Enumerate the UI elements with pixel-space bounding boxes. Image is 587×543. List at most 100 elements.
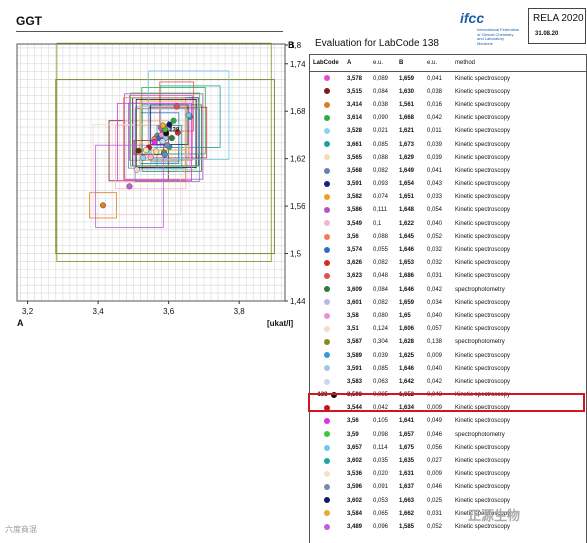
color-dot-icon (324, 339, 330, 346)
labcode-cell (310, 362, 344, 375)
eu-a-cell: 0,091 (373, 484, 389, 491)
b-value-cell: 1,649 (399, 167, 415, 174)
eu-a-cell: 0,1 (373, 220, 382, 227)
table-row: 3,582 0,074 1,651 0,033 Kinetic spectroscopy (310, 191, 586, 204)
data-point (151, 139, 158, 146)
a-value-cell: 3,593 (347, 392, 363, 399)
y-tick-label: 1,8 (290, 41, 302, 50)
a-value-cell: 3,582 (347, 194, 363, 201)
data-point (166, 121, 173, 128)
color-dot-icon (324, 299, 330, 306)
labcode-cell (310, 296, 344, 309)
table-row: 3,601 0,082 1,659 0,034 Kinetic spectroscopy (310, 296, 586, 309)
b-value-cell: 1,631 (399, 471, 415, 478)
data-point (168, 135, 175, 142)
a-value-cell: 3,589 (347, 352, 363, 359)
labcode-cell (310, 415, 344, 428)
table-row: 3,578 0,089 1,659 0,041 Kinetic spectroscopy (310, 72, 586, 86)
error-box (124, 120, 188, 183)
color-dot-icon (324, 128, 330, 135)
eu-a-cell: 0,098 (373, 431, 389, 438)
a-value-cell: 3,586 (347, 207, 363, 214)
ifcc-logo: ifcc International Federation of Clinica… (455, 10, 525, 46)
method-cell: spectrophotometry (455, 286, 505, 293)
y-tick-label: 1,74 (290, 60, 305, 69)
color-dot-icon (324, 75, 330, 82)
eu-a-cell: 0,085 (373, 141, 389, 148)
eu-b-cell: 0,033 (427, 194, 443, 201)
eu-a-cell: 0,038 (373, 101, 389, 108)
b-value-cell: 1,641 (399, 418, 415, 425)
color-dot-icon (324, 470, 330, 477)
b-value-cell: 1,668 (399, 115, 415, 122)
eu-b-cell: 0,043 (427, 181, 443, 188)
color-dot-icon (324, 88, 330, 95)
table-row: 3,549 0,1 1,622 0,040 Kinetic spectroscopy (310, 217, 586, 230)
data-point (100, 202, 107, 209)
x-axis-label: A (17, 318, 24, 328)
data-point (140, 154, 147, 161)
a-value-cell: 3,596 (347, 484, 363, 491)
color-dot-icon (324, 431, 330, 438)
labcode-cell (310, 454, 344, 467)
labcode-cell (310, 323, 344, 336)
eu-b-cell: 0,009 (427, 352, 443, 359)
color-dot-icon (324, 141, 330, 148)
labcode-cell (310, 468, 344, 481)
a-value-cell: 3,515 (347, 88, 363, 95)
eu-b-cell: 0,009 (427, 471, 443, 478)
eu-b-cell: 0,046 (427, 484, 443, 491)
method-cell: Kinetic spectroscopy (455, 273, 511, 280)
eu-b-cell: 0,054 (427, 207, 443, 214)
data-point (185, 112, 192, 119)
a-value-cell: 3,601 (347, 299, 363, 306)
a-value-cell: 3,544 (347, 405, 363, 412)
b-value-cell: 1,634 (399, 405, 415, 412)
method-cell: Kinetic spectroscopy (455, 115, 511, 122)
color-dot-icon (324, 404, 330, 411)
labcode-cell (310, 85, 344, 98)
labcode-cell (310, 164, 344, 177)
eu-a-cell: 0,111 (373, 207, 388, 214)
method-cell: Kinetic spectroscopy (455, 141, 511, 148)
method-cell: Kinetic spectroscopy (455, 312, 511, 319)
eu-b-cell: 0,041 (427, 167, 443, 174)
eu-b-cell: 0,039 (427, 154, 443, 161)
b-value-cell: 1,663 (399, 497, 415, 504)
eu-b-cell: 0,031 (427, 273, 443, 280)
table-row: 3,528 0,021 1,621 0,011 Kinetic spectroscopy (310, 125, 586, 138)
eu-a-cell: 0,020 (373, 471, 389, 478)
eu-b-cell: 0,138 (427, 339, 443, 346)
a-value-cell: 3,602 (347, 458, 363, 465)
color-dot-icon (324, 101, 330, 108)
labcode-cell (310, 138, 344, 151)
data-point (174, 129, 181, 136)
b-value-cell: 1,621 (399, 128, 415, 135)
color-dot-icon (324, 325, 330, 332)
a-value-cell: 3,578 (347, 75, 363, 82)
eu-a-cell: 0,124 (373, 326, 389, 333)
report-box: RELA 2020 31.08.20 (528, 8, 586, 44)
watermark-left: 六度商混 (5, 525, 37, 534)
color-dot-icon (324, 484, 330, 491)
data-point (173, 103, 180, 110)
table-row: 3,587 0,304 1,628 0,138 spectrophotometry (310, 336, 586, 349)
a-value-cell: 3,58 (347, 312, 359, 319)
data-point (159, 122, 166, 129)
scatter-chart: 138 3,2 3,4 3,6 3,8 1,44 1,5 1,56 1,62 1,68 1,74 1,… (16, 40, 305, 328)
color-dot-icon (324, 497, 330, 504)
b-value-cell: 1,635 (399, 458, 415, 465)
color-dot-icon (324, 510, 330, 517)
a-value-cell: 3,565 (347, 154, 363, 161)
y-tick-label: 1,56 (290, 202, 305, 211)
labcode-cell (310, 125, 344, 138)
eu-b-cell: 0,042 (427, 378, 443, 385)
color-dot-icon (324, 114, 330, 121)
data-point (133, 166, 140, 173)
evaluation-title: Evaluation for LabCode 138 (315, 38, 439, 49)
eu-b-cell: 0,009 (427, 405, 443, 412)
table-row: 3,626 0,082 1,653 0,032 Kinetic spectroscopy (310, 257, 586, 270)
a-value-cell: 3,574 (347, 247, 363, 254)
color-dot-icon (324, 207, 330, 214)
color-dot-icon (324, 523, 330, 530)
